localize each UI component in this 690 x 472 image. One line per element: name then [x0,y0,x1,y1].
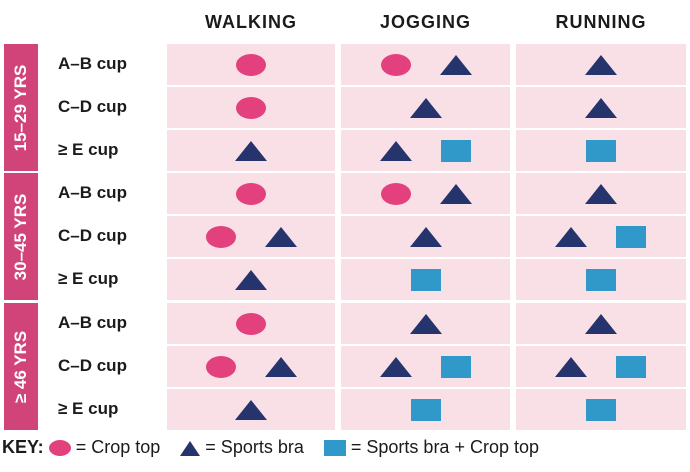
sports-bra-plus-crop-top-icon [410,398,441,421]
age-group-text: 15–29 YRS [11,64,30,151]
grid-cell-walking [167,173,335,214]
grid-cell-jogging [341,87,510,128]
grid-cell-running [516,346,686,387]
sports-bra-plus-crop-top-icon [440,355,471,378]
grid-cell-jogging [341,346,510,387]
sports-bra-icon [439,54,472,75]
crop-top-icon [236,96,266,119]
grid-cell-walking [167,303,335,344]
sports-bra-icon [555,226,587,247]
crop-top-icon [236,182,266,205]
sports-bra-icon [409,97,442,118]
sports-bra-plus-crop-top-icon [616,355,646,378]
grid-cell-jogging [341,259,510,300]
crop-top-icon [380,182,411,205]
cup-size-label: C–D cup [58,226,127,245]
grid-cell-jogging [341,173,510,214]
legend: KEY: = Crop top = Sports bra = Sports br… [2,437,539,458]
grid-cell-running [516,303,686,344]
crop-top-icon [380,53,411,76]
sports-bra-icon [235,140,267,161]
sports-bra-icon [235,269,267,290]
grid-cell-walking [167,259,335,300]
sports-bra-plus-crop-top-icon [440,139,471,162]
sports-bra-icon [585,183,617,204]
sports-bra-plus-crop-top-icon [410,268,441,291]
cup-size-label: ≥ E cup [58,269,119,288]
sports-bra-icon [555,356,587,377]
sports-bra-plus-crop-top-icon [323,440,346,457]
age-group-text: 30–45 YRS [11,193,30,280]
sports-bra-icon [180,440,201,456]
grid-cell-walking [167,130,335,171]
cup-size-label: ≥ E cup [58,140,119,159]
sports-bra-icon [235,399,267,420]
crop-top-icon [236,312,266,335]
grid-cell-walking [167,389,335,430]
age-group-text: ≥ 46 YRS [11,330,30,403]
legend-crop-top: = Crop top [75,437,161,457]
grid-cell-jogging [341,44,510,85]
sports-bra-icon [379,356,412,377]
sports-bra-icon [585,313,617,334]
cup-size-label: ≥ E cup [58,399,119,418]
grid-cell-jogging [341,303,510,344]
grid-cell-jogging [341,389,510,430]
cup-size-label: A–B cup [58,313,127,332]
grid-cell-running [516,389,686,430]
grid-cell-running [516,44,686,85]
age-group-label: ≥ 46 YRS [4,303,38,430]
grid-cell-walking [167,87,335,128]
age-group-label: 30–45 YRS [4,173,38,300]
grid-cell-jogging [341,130,510,171]
column-header-jogging: JOGGING [379,12,472,32]
sports-bra-icon [265,356,297,377]
sports-bra-plus-crop-top-icon [586,139,616,162]
cup-size-label: C–D cup [58,97,127,116]
sports-bra-icon [585,97,617,118]
grid-cell-jogging [341,216,510,257]
column-header-walking: WALKING [205,12,297,32]
age-group-label: 15–29 YRS [4,44,38,171]
grid-cell-running [516,130,686,171]
cup-size-label: A–B cup [58,183,127,202]
grid-cell-running [516,173,686,214]
crop-top-icon [206,225,236,248]
grid-cell-running [516,216,686,257]
sports-bra-plus-crop-top-icon [586,268,616,291]
crop-top-icon [206,355,236,378]
sports-bra-plus-crop-top-icon [616,225,646,248]
crop-top-icon [236,53,266,76]
legend-sports-bra: = Sports bra [205,437,304,457]
grid-cell-walking [167,216,335,257]
sports-bra-icon [409,226,442,247]
crop-top-icon [48,440,71,457]
cup-size-label: A–B cup [58,54,127,73]
column-header-running: RUNNING [555,12,647,32]
legend-label: KEY: [2,437,44,457]
sports-bra-icon [265,226,297,247]
sports-bra-icon [379,140,412,161]
sports-bra-icon [409,313,442,334]
sports-bra-icon [585,54,617,75]
grid-cell-walking [167,44,335,85]
grid-cell-running [516,259,686,300]
grid-cell-running [516,87,686,128]
sports-bra-plus-crop-top-icon [586,398,616,421]
cup-size-label: C–D cup [58,356,127,375]
sports-bra-icon [439,183,472,204]
grid-cell-walking [167,346,335,387]
legend-sports-bra-crop-top: = Sports bra + Crop top [350,437,539,457]
